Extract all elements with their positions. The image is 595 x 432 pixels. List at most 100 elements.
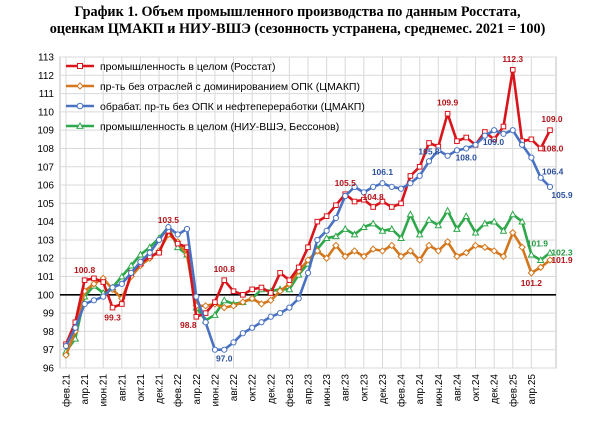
series-point: [472, 141, 479, 148]
series-point: [387, 224, 396, 232]
y-tick-label: 106: [37, 181, 54, 192]
series-point: [490, 217, 499, 225]
series-point: [118, 280, 125, 287]
series-point: [435, 147, 442, 154]
series-point: [62, 342, 70, 350]
series-point: [397, 234, 405, 242]
series-point: [536, 263, 545, 272]
series-point: [267, 296, 275, 305]
series-point: [527, 250, 536, 258]
series-point: [388, 241, 396, 250]
y-tick-label: 108: [37, 144, 54, 155]
series-point: [119, 301, 125, 307]
series-point: [202, 319, 209, 326]
data-label: 101.2: [521, 278, 543, 288]
series-point: [434, 221, 443, 229]
series-point: [323, 227, 330, 234]
y-tick-label: 109: [37, 126, 54, 137]
series-point: [509, 127, 516, 134]
data-label: 112.3: [502, 54, 523, 64]
series-point: [370, 183, 377, 190]
series-point: [322, 254, 331, 262]
series-point: [193, 293, 200, 300]
y-tick-label: 113: [38, 53, 54, 64]
series-point: [332, 232, 340, 240]
x-tick-label: июн.23: [322, 374, 333, 407]
series-point: [378, 247, 387, 255]
y-tick-label: 99: [43, 309, 55, 320]
series-point: [546, 256, 554, 264]
series-point: [378, 226, 387, 234]
series-point: [444, 152, 451, 159]
series-point: [361, 196, 367, 203]
series-point: [211, 346, 219, 353]
series-point: [240, 292, 246, 298]
data-label: 105.8: [418, 146, 440, 156]
data-label: 106.1: [372, 167, 394, 177]
series-point: [546, 183, 554, 190]
series-point: [369, 245, 377, 253]
series-point: [453, 147, 461, 154]
x-tick-label: апр.25: [527, 374, 538, 405]
data-label: 102.3: [551, 248, 573, 258]
x-tick-label: дек.22: [266, 374, 277, 404]
series-point: [239, 330, 246, 337]
series-point: [81, 277, 88, 283]
data-label: 104.8: [363, 192, 385, 202]
x-tick-label: дек.23: [378, 374, 389, 404]
x-tick-label: дек.24: [490, 374, 501, 404]
series-point: [332, 214, 340, 222]
series-point: [481, 243, 489, 251]
series-point: [221, 346, 228, 353]
y-tick-label: 96: [43, 364, 55, 375]
series-point: [109, 304, 116, 311]
legend-entry: промышленность в целом (Росстат): [100, 61, 276, 73]
series-point: [351, 198, 358, 205]
series-point: [536, 256, 545, 263]
data-label: 103.5: [158, 215, 180, 225]
y-tick-label: 98: [43, 327, 55, 338]
data-label: 101.9: [527, 239, 549, 249]
series-point: [443, 238, 452, 246]
series-point: [341, 252, 349, 261]
series-point: [370, 204, 376, 210]
series-point: [220, 303, 228, 312]
series-point: [453, 224, 461, 232]
series-point: [434, 247, 443, 255]
series-point: [127, 261, 136, 269]
series-point: [398, 200, 404, 207]
data-label: 97.0: [216, 354, 233, 364]
series-point: [491, 136, 497, 143]
data-label: 101.9: [551, 255, 573, 265]
series-point: [117, 272, 126, 280]
x-tick-label: апр.21: [80, 374, 91, 405]
series-point: [174, 240, 181, 247]
legend-entry: промышленность в целом (НИУ-ВШЭ, Бессоно…: [100, 121, 339, 133]
series-point: [230, 288, 237, 294]
data-label: 100.8: [214, 264, 236, 274]
series-point: [136, 250, 145, 258]
series-point: [314, 236, 321, 244]
series-point: [416, 172, 423, 180]
series-point: [491, 127, 498, 134]
series-point: [443, 206, 452, 214]
y-tick-label: 100: [37, 290, 54, 301]
series-point: [360, 189, 367, 196]
series-point: [333, 202, 339, 208]
series-point: [201, 302, 210, 310]
series-point: [286, 304, 293, 311]
series-point: [304, 269, 312, 276]
series-point: [359, 223, 368, 231]
series-point: [388, 183, 395, 190]
y-tick-label: 101: [37, 272, 54, 283]
series-point: [137, 258, 144, 265]
series-point: [462, 249, 470, 257]
series-point: [90, 280, 98, 288]
series-point: [518, 141, 526, 148]
series-point: [547, 127, 553, 133]
series-point: [322, 234, 331, 242]
legend-marker: [77, 63, 83, 69]
series-point: [415, 256, 424, 264]
data-label: 109.0: [541, 114, 563, 124]
x-tick-label: авг.21: [117, 374, 128, 402]
